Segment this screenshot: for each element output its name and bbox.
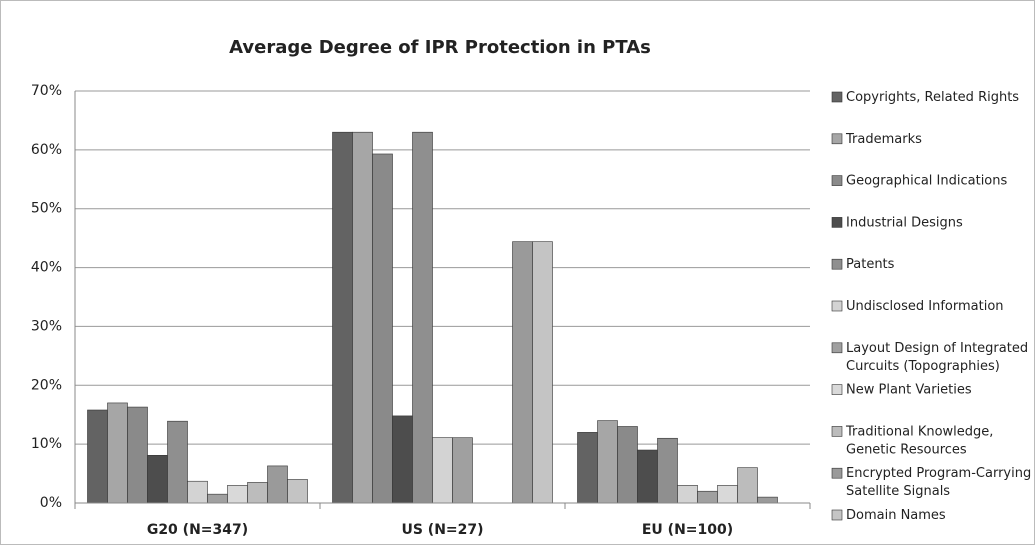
y-tick-label: 30% bbox=[31, 318, 62, 334]
legend-label: Layout Design of Integrated Curcuits (Top… bbox=[846, 340, 1028, 373]
bar bbox=[512, 241, 533, 504]
bar bbox=[452, 437, 473, 504]
bar bbox=[372, 153, 393, 504]
bar bbox=[332, 131, 353, 504]
legend-swatch bbox=[831, 426, 843, 437]
bar bbox=[267, 465, 288, 504]
chart-title: Average Degree of IPR Protection in PTAs bbox=[229, 37, 651, 58]
bar bbox=[757, 496, 778, 504]
y-tick-label: 50% bbox=[31, 201, 62, 217]
legend-label: Domain Names bbox=[846, 508, 946, 523]
legend-label: Patents bbox=[846, 257, 895, 272]
legend-swatch bbox=[831, 342, 843, 354]
bar bbox=[147, 455, 168, 504]
bar bbox=[717, 485, 738, 504]
legend-swatch bbox=[831, 467, 843, 479]
bar bbox=[637, 449, 658, 504]
bar bbox=[697, 490, 718, 504]
bar bbox=[412, 131, 433, 504]
legend-swatch bbox=[831, 384, 843, 395]
bar bbox=[167, 420, 188, 504]
bar bbox=[187, 480, 208, 504]
legend-swatch bbox=[831, 258, 843, 270]
legend-swatch bbox=[831, 175, 843, 186]
legend-swatch bbox=[831, 217, 843, 228]
x-tick-label: US (N=27) bbox=[401, 522, 483, 538]
legend-label: Geographical Indications bbox=[846, 173, 1008, 188]
y-tick-label: 0% bbox=[40, 495, 62, 511]
bar bbox=[577, 432, 598, 504]
x-tick-label: EU (N=100) bbox=[642, 522, 733, 538]
bar bbox=[617, 426, 638, 504]
bar bbox=[287, 479, 308, 504]
bar bbox=[247, 482, 268, 504]
bar bbox=[737, 467, 758, 504]
bar bbox=[127, 406, 148, 504]
legend-label: New Plant Varieties bbox=[846, 382, 972, 397]
y-tick-label: 40% bbox=[31, 260, 62, 276]
legend-swatch bbox=[831, 133, 843, 145]
bar bbox=[677, 485, 698, 504]
legend-swatch bbox=[831, 91, 843, 103]
x-tick-label: G20 (N=347) bbox=[147, 522, 248, 538]
legend-swatch bbox=[831, 300, 843, 312]
legend-label: Undisclosed Information bbox=[846, 299, 1004, 314]
legend-label: Traditional Knowledge, Genetic Resources bbox=[845, 424, 993, 457]
legend-label: Trademarks bbox=[845, 131, 922, 146]
legend-label: Copyrights, Related Rights bbox=[846, 90, 1019, 105]
legend-swatch bbox=[831, 509, 843, 521]
bar bbox=[352, 131, 373, 504]
bar bbox=[657, 437, 678, 504]
bar bbox=[597, 420, 618, 504]
legend-label: Industrial Designs bbox=[846, 215, 963, 230]
bar bbox=[532, 241, 553, 504]
bar bbox=[432, 437, 453, 504]
y-tick-label: 10% bbox=[31, 436, 62, 452]
y-tick-label: 20% bbox=[31, 377, 62, 393]
y-tick-label: 60% bbox=[31, 142, 62, 158]
bar bbox=[227, 485, 248, 504]
bar bbox=[107, 402, 128, 504]
legend-label: Encrypted Program-Carrying Satellite Sign… bbox=[846, 466, 1031, 499]
bar bbox=[207, 493, 228, 504]
y-tick-label: 70% bbox=[31, 83, 62, 99]
bar bbox=[87, 409, 108, 504]
bar bbox=[392, 415, 413, 504]
